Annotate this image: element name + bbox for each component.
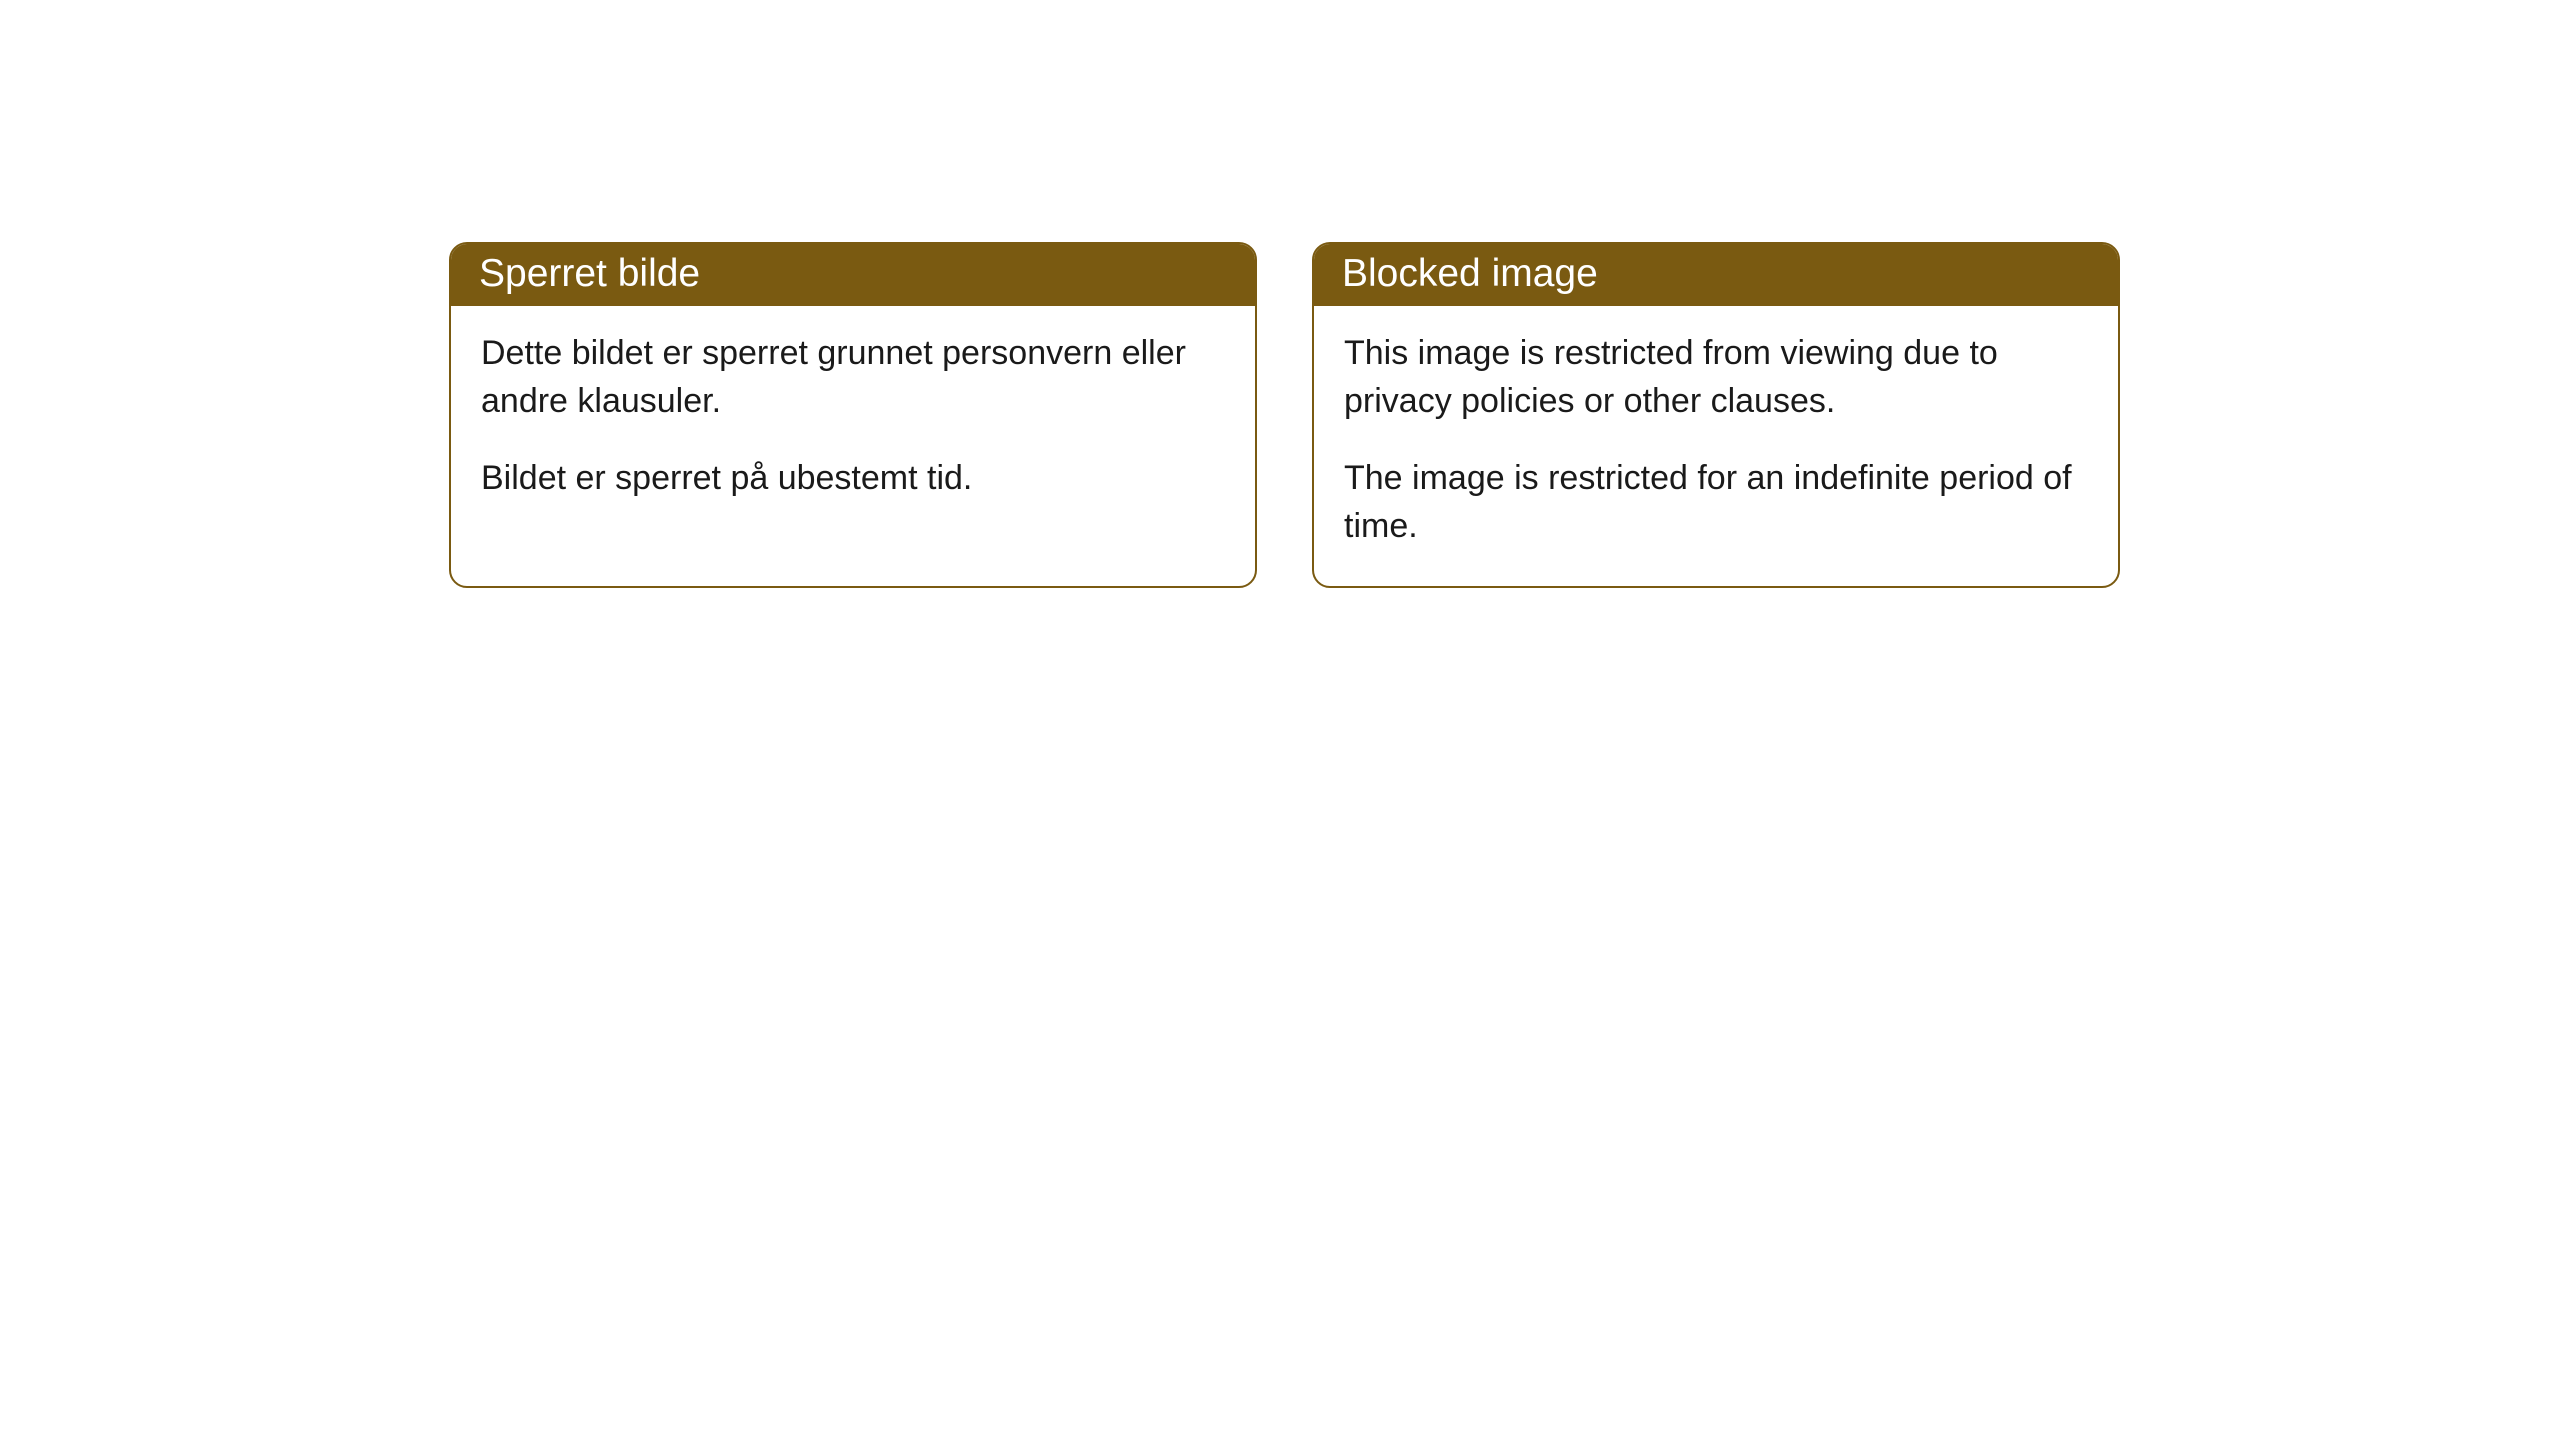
card-header-norwegian: Sperret bilde [451,244,1255,306]
card-header-english: Blocked image [1314,244,2118,306]
card-paragraph: Dette bildet er sperret grunnet personve… [481,330,1225,425]
card-title: Sperret bilde [479,252,700,295]
notice-card-norwegian: Sperret bilde Dette bildet er sperret gr… [449,242,1257,588]
notice-card-english: Blocked image This image is restricted f… [1312,242,2120,588]
card-body-english: This image is restricted from viewing du… [1314,306,2118,586]
card-title: Blocked image [1342,252,1598,295]
card-paragraph: Bildet er sperret på ubestemt tid. [481,455,1225,503]
card-paragraph: This image is restricted from viewing du… [1344,330,2088,425]
card-paragraph: The image is restricted for an indefinit… [1344,455,2088,550]
card-body-norwegian: Dette bildet er sperret grunnet personve… [451,306,1255,539]
notice-cards-container: Sperret bilde Dette bildet er sperret gr… [449,242,2120,588]
